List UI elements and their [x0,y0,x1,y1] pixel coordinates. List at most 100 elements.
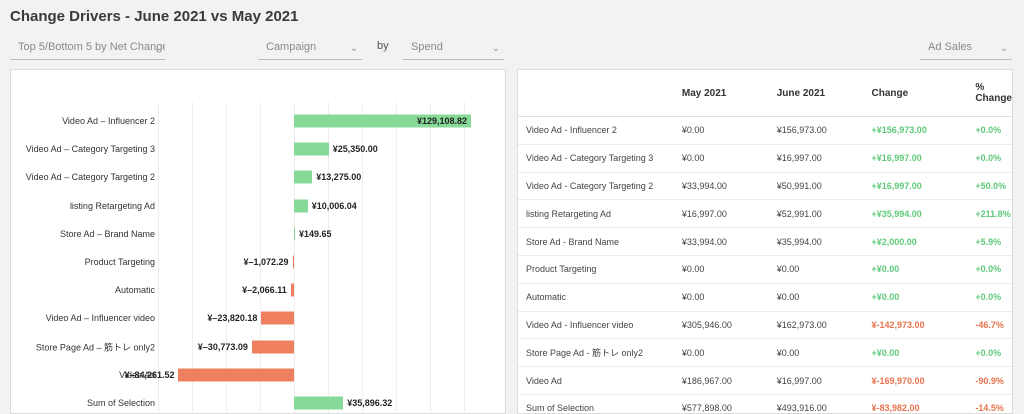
change-table: May 2021 June 2021 Change% Change Video Ad… [518,70,1012,413]
row-name: Product Targeting [518,255,674,284]
row-name: Video Ad - Influencer 2 [518,116,674,145]
data-label: ¥13,275.00 [316,172,362,183]
data-label: ¥–84,261.52 [124,369,175,380]
data-label: ¥129,108.82 [417,116,468,126]
change-value: +¥0.00 [863,338,968,368]
table-row: Product Targeting ¥0.00 ¥0.00 +¥0.00 +0.0% [518,255,1012,284]
may-value: ¥577,898.00 [673,394,769,413]
category-label: Video Ad [119,369,155,380]
table-row: Automatic ¥0.00 ¥0.00 +¥0.00 +0.0% [518,283,1012,312]
chart-bar[interactable] [294,199,308,213]
column-header: June 2021 [768,70,864,117]
pct-change-value: +5.9% [967,227,1012,256]
chart-bar[interactable] [294,114,471,128]
column-header: % Change [967,70,1012,117]
change-value: +¥0.00 [863,283,968,312]
table-row: Video Ad ¥186,967.00 ¥16,997.00 ¥-169,970.0… [518,366,1012,395]
chart-bar[interactable] [294,142,329,156]
category-label: Video Ad – Influencer 2 [62,116,155,126]
chart-panel: Video Ad – Influencer 2 ¥129,108.82 Video … [10,69,506,414]
gridline [192,102,193,413]
table-row: Video Ad - Influencer 2 ¥0.00 ¥156,973.00 +… [518,116,1012,145]
data-label: ¥149.65 [299,228,332,239]
june-value: ¥50,991.00 [768,172,864,201]
row-name: Automatic [518,283,674,312]
may-value: ¥33,994.00 [673,172,769,201]
metric-dropdown[interactable]: Ad Sales ⌄ [920,38,1012,60]
measure-dropdown[interactable]: Spend ⌄ [403,38,504,60]
table-row: Store Ad - Brand Name ¥33,994.00 ¥35,994.0… [518,227,1012,256]
may-value: ¥305,946.00 [673,311,769,340]
chart-bar[interactable] [251,340,294,354]
category-label: Video Ad – Influencer video [45,313,155,324]
change-value: +¥35,994.00 [863,199,968,229]
june-value: ¥52,991.00 [768,199,864,229]
by-label: by [377,40,389,52]
metric-dropdown-value: Ad Sales [928,41,973,53]
pct-change-value: +0.0% [967,255,1012,284]
category-label: listing Retargeting Ad [69,200,155,211]
category-label: Store Page Ad – 筋トレ only2 [35,342,155,353]
pct-change-value: +0.0% [967,283,1012,312]
change-value: +¥16,997.00 [863,144,968,173]
pct-change-value: +211.8% [967,199,1012,229]
chart-bar[interactable] [294,396,344,410]
data-label: ¥10,006.04 [311,200,357,211]
measure-dropdown-value: Spend [411,41,443,53]
chart-bar[interactable] [294,170,313,184]
pct-change-value: +0.0% [967,116,1012,145]
dimension-dropdown-value: Campaign [266,41,317,53]
dimension-dropdown[interactable]: Campaign ⌄ [258,38,362,60]
filter-dropdown[interactable]: Top 5/Bottom 5 by Net Change ⌄ [10,38,165,60]
chart-bar[interactable] [292,255,294,269]
table-panel: May 2021 June 2021 Change% Change Video Ad… [517,69,1013,414]
table-header-row: May 2021 June 2021 Change% Change [518,70,1012,117]
change-value: +¥156,973.00 [863,116,968,145]
data-label: ¥35,896.32 [347,398,393,408]
category-label: Video Ad – Category Targeting 3 [25,144,155,155]
gridline [430,102,431,413]
change-value: ¥-142,973.00 [863,311,968,340]
category-label: Automatic [114,285,155,296]
chart-bar[interactable] [178,368,294,382]
gridline [226,102,227,413]
may-value: ¥0.00 [673,283,769,312]
pct-change-value: +50.0% [967,172,1012,201]
june-value: ¥0.00 [768,255,864,284]
row-name: Video Ad - Category Targeting 3 [518,144,674,173]
pct-change-value: +0.0% [967,144,1012,173]
june-value: ¥156,973.00 [768,116,864,145]
june-value: ¥0.00 [768,283,864,312]
table-row: Sum of Selection ¥577,898.00 ¥493,916.00 ¥-… [518,394,1012,413]
table-row: Video Ad - Category Targeting 3 ¥0.00 ¥16,… [518,144,1012,173]
data-label: ¥–2,066.11 [242,285,287,296]
table-row: Video Ad - Influencer video ¥305,946.00 ¥1… [518,311,1012,340]
pct-change-value: +0.0% [967,338,1012,368]
row-name: Store Ad - Brand Name [518,227,674,256]
may-value: ¥16,997.00 [673,199,769,229]
gridline [294,102,295,413]
table-row: Store Page Ad - 筋トレ only2 ¥0.00 ¥0.00 +¥0.0… [518,338,1012,368]
gridline [260,102,261,413]
pct-change-value: -90.9% [967,366,1012,395]
table-row: Video Ad - Category Targeting 2 ¥33,994.0… [518,172,1012,201]
change-value: +¥16,997.00 [863,172,968,201]
june-value: ¥16,997.00 [768,366,864,395]
row-name: Video Ad [518,366,674,395]
data-label: ¥–23,820.18 [207,313,258,324]
row-name: Video Ad - Category Targeting 2 [518,172,674,201]
may-value: ¥0.00 [673,116,769,145]
gridline [328,102,329,413]
column-header [518,70,674,117]
change-value: +¥0.00 [863,255,968,284]
filter-dropdown-value: Top 5/Bottom 5 by Net Change [18,41,165,53]
chart-bar[interactable] [294,227,295,241]
row-name: Store Page Ad - 筋トレ only2 [518,338,674,368]
category-label: Product Targeting [84,257,155,267]
june-value: ¥162,973.00 [768,311,864,340]
chart-bar[interactable] [261,311,294,325]
chevron-down-icon: ⌄ [349,43,358,54]
row-name: Sum of Selection [518,394,674,413]
gridline [464,102,465,413]
chart-bar[interactable] [291,283,294,297]
